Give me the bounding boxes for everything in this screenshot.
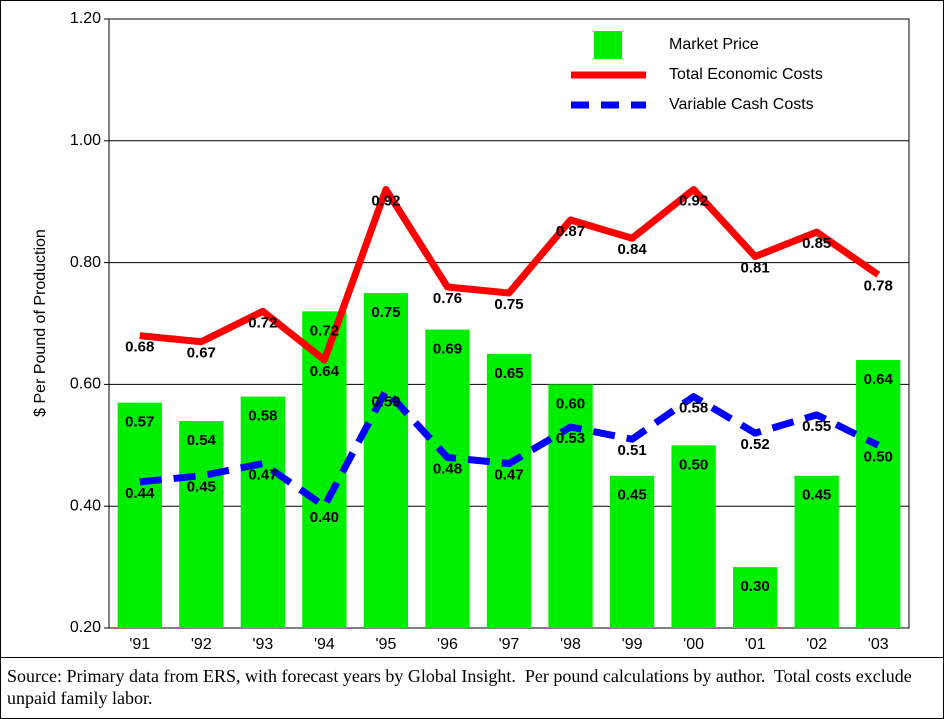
x-tick-label: '03 [868,636,889,653]
data-label: 0.50 [679,456,708,473]
y-tick-label: 0.20 [70,619,101,636]
data-label: 0.52 [741,436,770,453]
bar [733,567,778,628]
data-label: 0.40 [310,509,339,526]
x-tick-label: '94 [314,636,335,653]
data-label: 0.76 [433,290,462,307]
y-tick-label: 0.60 [70,376,101,393]
data-label: 0.45 [187,479,216,496]
data-label: 0.72 [310,322,339,339]
data-label: 0.60 [556,395,585,412]
legend-swatch [594,31,622,59]
data-label: 0.67 [187,345,216,362]
data-label: 0.75 [371,304,400,321]
y-tick-label: 1.20 [70,10,101,27]
x-tick-label: '91 [129,636,150,653]
y-tick-label: 1.00 [70,132,101,149]
bar [671,445,716,628]
data-label: 0.53 [556,430,585,447]
bar [240,396,285,628]
x-tick-label: '92 [191,636,212,653]
data-label: 0.81 [741,259,770,276]
data-label: 0.68 [125,339,154,356]
data-label: 0.75 [494,296,523,313]
data-label: 0.44 [125,485,155,502]
bar [117,402,162,628]
data-label: 0.85 [802,235,831,252]
data-label: 0.30 [741,578,770,595]
data-label: 0.65 [494,365,523,382]
bar [363,293,409,628]
data-label: 0.47 [248,467,277,484]
data-label: 0.58 [248,408,277,425]
data-label: 0.55 [802,418,831,435]
data-label: 0.54 [187,432,217,449]
x-tick-label: '98 [560,636,581,653]
data-label: 0.64 [864,371,894,388]
x-tick-label: '97 [499,636,520,653]
legend-label: Variable Cash Costs [669,96,814,113]
y-tick-label: 0.40 [70,497,101,514]
data-label: 0.47 [494,467,523,484]
legend-label: Market Price [669,36,759,53]
data-label: 0.51 [617,442,646,459]
bar [856,360,901,628]
data-label: 0.87 [556,223,585,240]
bar [179,420,224,628]
data-label: 0.58 [679,400,708,417]
bar [425,329,470,628]
x-tick-label: '93 [252,636,273,653]
y-axis-label: $ Per Pound of Production [32,229,49,417]
legend-label: Total Economic Costs [669,66,823,83]
x-tick-label: '01 [745,636,766,653]
data-label: 0.69 [433,341,462,358]
data-label: 0.92 [679,192,708,209]
x-tick-label: '02 [806,636,827,653]
data-label: 0.92 [371,192,400,209]
line-series [139,186,881,364]
data-label: 0.45 [617,487,646,504]
x-tick-label: '99 [622,636,643,653]
bar [486,353,532,628]
data-label: 0.78 [864,278,893,295]
data-label: 0.48 [433,460,462,477]
x-tick-label: '95 [375,636,396,653]
bar [548,384,593,628]
bar [609,475,655,628]
x-tick-label: '96 [437,636,458,653]
y-tick-label: 0.80 [70,254,101,271]
data-label: 0.84 [617,241,647,258]
x-tick-label: '00 [683,636,704,653]
separator [1,657,943,658]
data-label: 0.57 [125,414,154,431]
bar [302,311,347,628]
data-label: 0.59 [371,393,400,410]
chart: $ Per Pound of Production 0.20 0.40 0.60 0.… [32,10,910,653]
data-label: 0.45 [802,487,831,504]
data-label: 0.72 [248,314,277,331]
line-series [139,386,880,510]
data-label: 0.64 [310,363,340,380]
data-label: 0.50 [864,448,893,465]
bar [794,475,839,628]
source-note: Source: Primary data from ERS, with fore… [7,666,917,708]
